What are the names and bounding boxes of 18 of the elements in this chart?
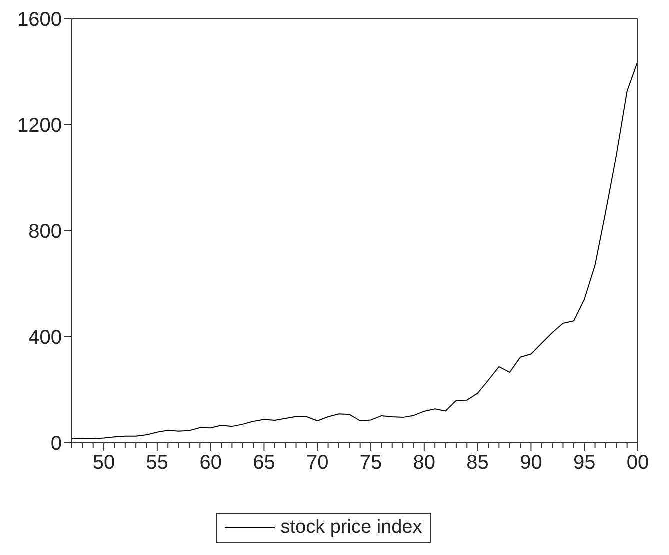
x-tick-label: 55 (146, 452, 169, 474)
x-tick-label: 65 (253, 452, 276, 474)
x-tick-label: 70 (306, 452, 329, 474)
x-tick-label: 95 (573, 452, 596, 474)
x-tick-label: 80 (413, 452, 436, 474)
y-tick-label: 0 (50, 433, 62, 456)
y-tick-label: 400 (28, 327, 62, 350)
x-tick-label: 50 (92, 452, 116, 474)
line-series (72, 60, 638, 440)
x-tick-label: 90 (520, 452, 542, 474)
x-tick-label: 60 (200, 452, 222, 474)
legend-label: stock price index (280, 517, 422, 539)
y-tick-label: 1200 (18, 115, 62, 138)
x-tick-label: 85 (466, 452, 489, 474)
x-tick-label: 00 (626, 452, 650, 474)
x-tick-label: 75 (360, 452, 382, 474)
y-tick-label: 800 (28, 221, 62, 244)
y-tick-label: 1600 (18, 9, 62, 32)
